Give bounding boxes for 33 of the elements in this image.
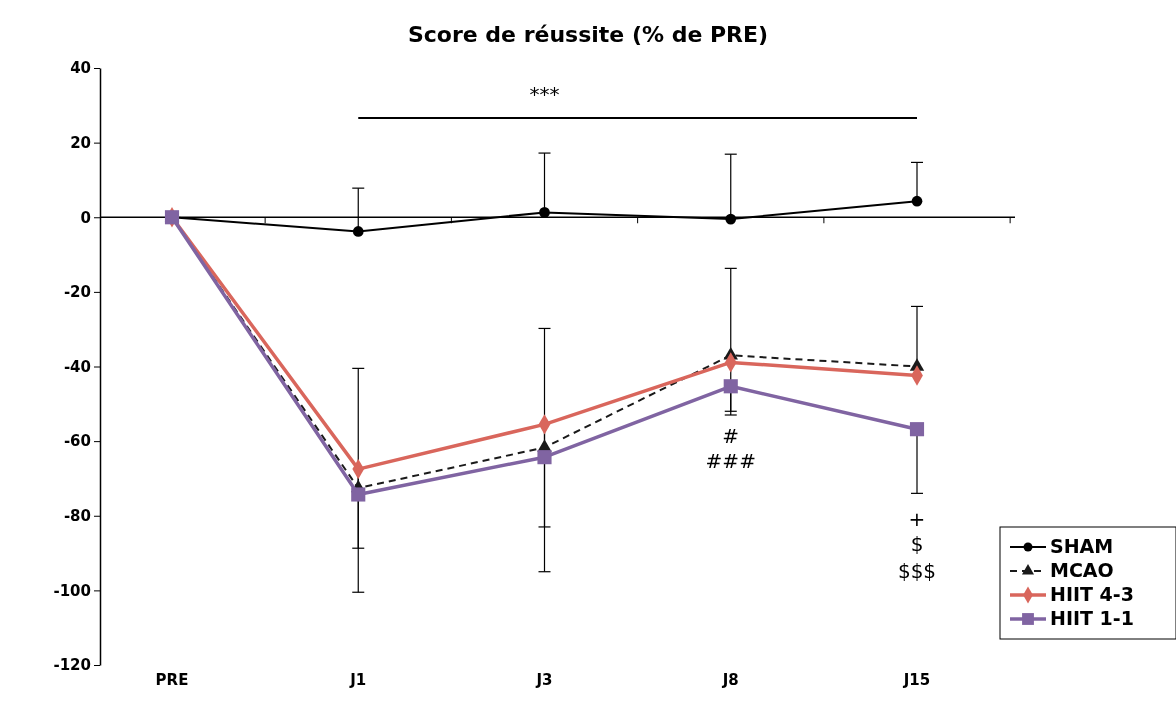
y-tick-label: -100: [53, 581, 91, 600]
y-tick-label: -80: [63, 507, 91, 526]
annotation: ###: [705, 448, 756, 473]
legend-label: HIIT 4-3: [1050, 582, 1134, 605]
point: [539, 207, 550, 218]
y-tick-label: -120: [53, 656, 91, 675]
y-tick-label: -20: [63, 283, 91, 302]
point: [909, 422, 925, 437]
legend-label: SHAM: [1050, 534, 1114, 557]
x-tick-label: J8: [721, 671, 739, 689]
x-tick-label: J3: [535, 671, 553, 689]
point: [911, 195, 923, 207]
point: [725, 213, 737, 225]
annotation: ***: [529, 81, 560, 106]
y-tick-label: 20: [70, 133, 91, 152]
annotation: #: [722, 423, 740, 448]
annotation: $: [910, 531, 924, 556]
y-tick-label: -60: [63, 432, 91, 451]
x-tick-label: J1: [349, 671, 367, 689]
x-tick-label: PRE: [155, 671, 189, 689]
point: [723, 379, 738, 394]
chart-title: Score de réussite (% de PRE): [407, 22, 769, 47]
y-tick-label: -40: [63, 357, 91, 376]
legend-label: MCAO: [1050, 558, 1114, 581]
point: [537, 450, 552, 465]
annotation: $$$: [897, 558, 937, 583]
x-tick-label: J15: [902, 671, 931, 689]
y-tick-label: 0: [80, 208, 91, 227]
point: [352, 226, 364, 237]
annotation: +: [908, 506, 926, 531]
legend-label: HIIT 1-1: [1050, 606, 1134, 629]
y-tick-label: 40: [70, 59, 91, 78]
point: [351, 487, 366, 502]
